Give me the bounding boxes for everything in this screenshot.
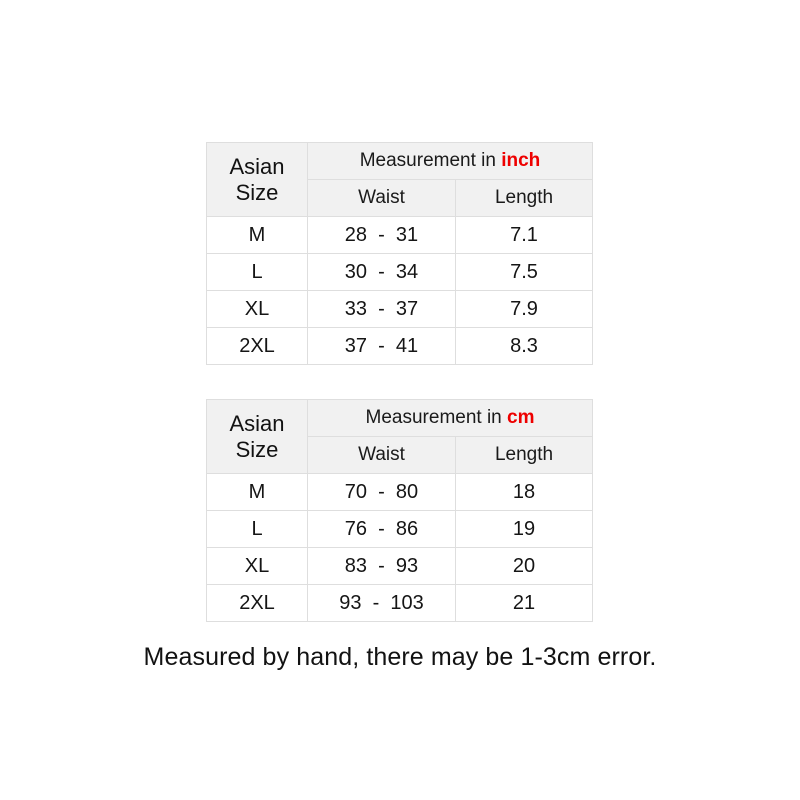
cell-size: XL <box>206 290 308 328</box>
cell-size: 2XL <box>206 327 308 365</box>
measurement-disclaimer: Measured by hand, there may be 1-3cm err… <box>143 643 657 671</box>
cell-waist: 28 - 31 <box>307 216 456 254</box>
header-asian-size-line2: Size <box>235 436 279 462</box>
table-row: M 70 - 80 18 <box>206 473 594 511</box>
table-cm-header-row-1: Asian Size Measurement in cm <box>206 399 594 474</box>
header-asian-size-line2: Size <box>235 179 279 205</box>
header-asian-size-line1: Asian <box>229 154 285 180</box>
table-row: XL 83 - 93 20 <box>206 547 594 585</box>
table-row: 2XL 93 - 103 21 <box>206 584 594 622</box>
cell-waist: 70 - 80 <box>307 473 456 511</box>
cell-size: M <box>206 473 308 511</box>
table-cm-body: M 70 - 80 18 L 76 - 86 19 XL 83 - 93 20 … <box>206 473 594 622</box>
cell-waist: 93 - 103 <box>307 584 456 622</box>
cell-length: 19 <box>454 510 594 548</box>
cell-length: 7.9 <box>454 290 594 328</box>
table-inch-body: M 28 - 31 7.1 L 30 - 34 7.5 XL 33 - 37 7… <box>206 216 594 365</box>
header-waist: Waist <box>307 436 456 474</box>
cell-size: L <box>206 510 308 548</box>
cell-size: XL <box>206 547 308 585</box>
cell-size: 2XL <box>206 584 308 622</box>
cell-length: 7.1 <box>454 216 594 254</box>
header-waist: Waist <box>307 179 456 217</box>
cell-length: 20 <box>454 547 594 585</box>
header-unit-cm: cm <box>507 407 535 428</box>
cell-waist: 30 - 34 <box>307 253 456 291</box>
cell-waist: 76 - 86 <box>307 510 456 548</box>
table-row: M 28 - 31 7.1 <box>206 216 594 254</box>
table-inch-header-row-2: Waist Length <box>207 179 594 217</box>
header-measurement-prefix: Measurement in <box>365 407 508 428</box>
table-row: L 30 - 34 7.5 <box>206 253 594 291</box>
table-inch-header: Asian Size Measurement in inch Waist Len… <box>206 142 594 217</box>
header-measurement-unit: Measurement in cm <box>306 399 594 437</box>
header-unit-inch: inch <box>501 150 541 171</box>
cell-length: 21 <box>454 584 594 622</box>
cell-waist: 33 - 37 <box>307 290 456 328</box>
cell-size: L <box>206 253 308 291</box>
cell-size: M <box>206 216 308 254</box>
table-row: 2XL 37 - 41 8.3 <box>206 327 594 365</box>
header-length: Length <box>454 436 594 474</box>
table-row: L 76 - 86 19 <box>206 510 594 548</box>
table-row: XL 33 - 37 7.9 <box>206 290 594 328</box>
header-measurement-unit: Measurement in inch <box>306 142 594 180</box>
header-length: Length <box>454 179 594 217</box>
header-asian-size: Asian Size <box>206 399 308 474</box>
table-inch-header-row-1: Asian Size Measurement in inch <box>206 142 594 217</box>
cell-length: 7.5 <box>454 253 594 291</box>
cell-waist: 37 - 41 <box>307 327 456 365</box>
cell-waist: 83 - 93 <box>307 547 456 585</box>
table-cm-header: Asian Size Measurement in cm Waist Lengt… <box>206 399 594 474</box>
cell-length: 18 <box>454 473 594 511</box>
header-measurement-prefix: Measurement in <box>359 150 502 171</box>
header-asian-size: Asian Size <box>206 142 308 217</box>
cell-length: 8.3 <box>454 327 594 365</box>
size-table-cm: Asian Size Measurement in cm Waist Lengt… <box>206 399 594 622</box>
size-table-inch: Asian Size Measurement in inch Waist Len… <box>206 142 594 365</box>
header-asian-size-line1: Asian <box>229 411 285 437</box>
